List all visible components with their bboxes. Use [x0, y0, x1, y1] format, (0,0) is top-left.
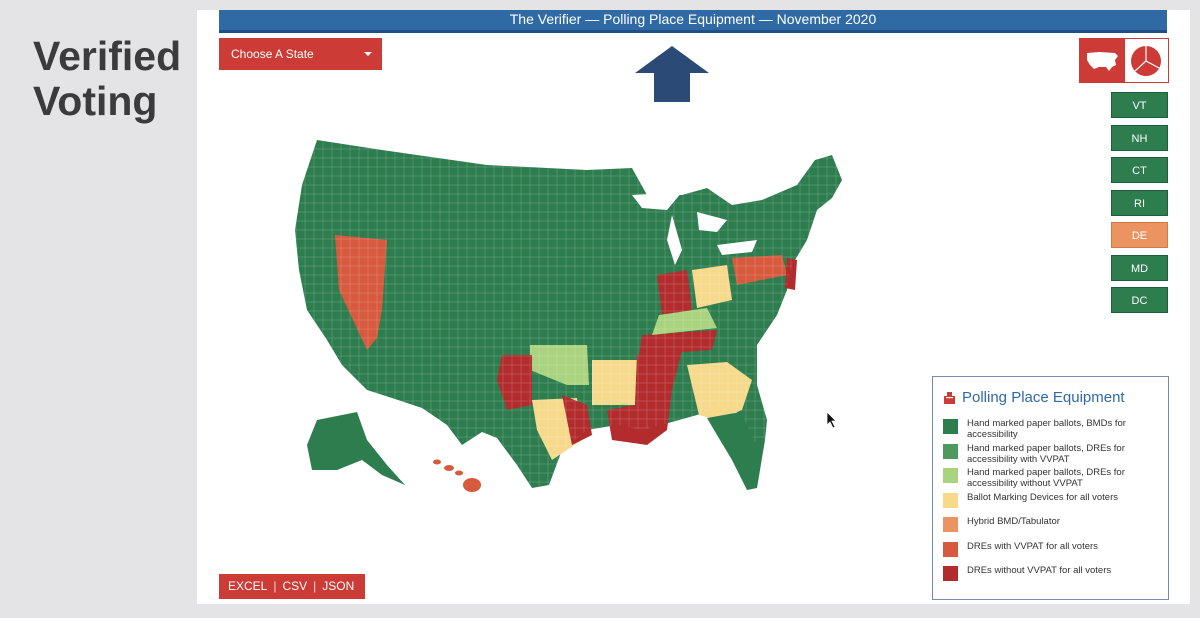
legend-swatch [943, 517, 958, 532]
export-excel-link[interactable]: EXCEL [228, 579, 268, 593]
us-county-map[interactable] [287, 140, 867, 510]
state-dropdown[interactable]: Choose A State [219, 38, 382, 70]
view-toggle [1079, 38, 1169, 83]
state-button-nh[interactable]: NH [1111, 124, 1168, 151]
chart-view-button[interactable] [1123, 39, 1168, 82]
legend: Polling Place Equipment Hand marked pape… [932, 376, 1169, 600]
state-dropdown-label: Choose A State [231, 47, 314, 61]
pie-chart-icon [1131, 45, 1162, 76]
state-button-dc[interactable]: DC [1111, 287, 1168, 313]
legend-item: Hand marked paper ballots, DREs for acce… [943, 443, 1158, 468]
legend-swatch [943, 492, 958, 508]
legend-title: Polling Place Equipment [943, 389, 1158, 406]
legend-label: DREs with VVPAT for all voters [967, 540, 1098, 552]
legend-swatch [943, 541, 958, 557]
export-bar: EXCEL | CSV | JSON [219, 574, 365, 599]
state-button-ri[interactable]: RI [1111, 189, 1168, 216]
up-arrow-icon [635, 46, 709, 102]
legend-label: Hand marked paper ballots, DREs for acce… [967, 467, 1125, 489]
legend-swatch [943, 468, 958, 483]
ballot-box-icon [944, 391, 955, 404]
legend-item: Hand marked paper ballots, DREs for acce… [943, 467, 1158, 492]
legend-item: Hand marked paper ballots, BMDs for acce… [943, 418, 1158, 443]
region-alaska [307, 412, 405, 485]
legend-title-text: Polling Place Equipment [962, 389, 1125, 406]
region-hawaii [433, 459, 481, 492]
us-map-icon [1086, 51, 1118, 71]
map-view-button[interactable] [1080, 39, 1124, 82]
export-csv-link[interactable]: CSV [282, 579, 308, 593]
export-separator: | [273, 579, 277, 593]
slide-title: Verified Voting [33, 34, 181, 124]
export-separator: | [313, 579, 317, 593]
state-button-ct[interactable]: CT [1111, 157, 1168, 183]
chevron-down-icon [364, 52, 372, 56]
legend-swatch [943, 419, 958, 434]
verifier-app: The Verifier — Polling Place Equipment —… [197, 10, 1190, 604]
legend-item: Hybrid BMD/Tabulator [943, 516, 1158, 541]
state-button-md[interactable]: MD [1111, 254, 1168, 281]
legend-label: DREs without VVPAT for all voters [967, 565, 1112, 576]
legend-item: Ballot Marking Devices for all voters [943, 492, 1158, 517]
legend-item: DREs without VVPAT for all voters [943, 565, 1158, 590]
legend-swatch [943, 566, 958, 581]
legend-label: Ballot Marking Devices for all voters [967, 491, 1118, 503]
legend-swatch [943, 443, 958, 459]
slide-side-panel: Verified Voting [0, 0, 197, 618]
legend-label: Hybrid BMD/Tabulator [967, 516, 1060, 527]
legend-item: DREs with VVPAT for all voters [943, 541, 1158, 566]
slide-title-line2: Voting [33, 78, 158, 124]
cursor-icon [826, 411, 837, 429]
state-button-de[interactable]: DE [1111, 222, 1168, 248]
legend-label: Hand marked paper ballots, BMDs for acce… [967, 418, 1126, 440]
legend-label: Hand marked paper ballots, DREs for acce… [967, 442, 1125, 465]
slide-title-line1: Verified [33, 33, 182, 79]
state-button-vt[interactable]: VT [1111, 92, 1168, 118]
legend-items: Hand marked paper ballots, BMDs for acce… [943, 418, 1158, 590]
export-json-link[interactable]: JSON [322, 579, 355, 593]
page-title: The Verifier — Polling Place Equipment —… [219, 10, 1167, 33]
